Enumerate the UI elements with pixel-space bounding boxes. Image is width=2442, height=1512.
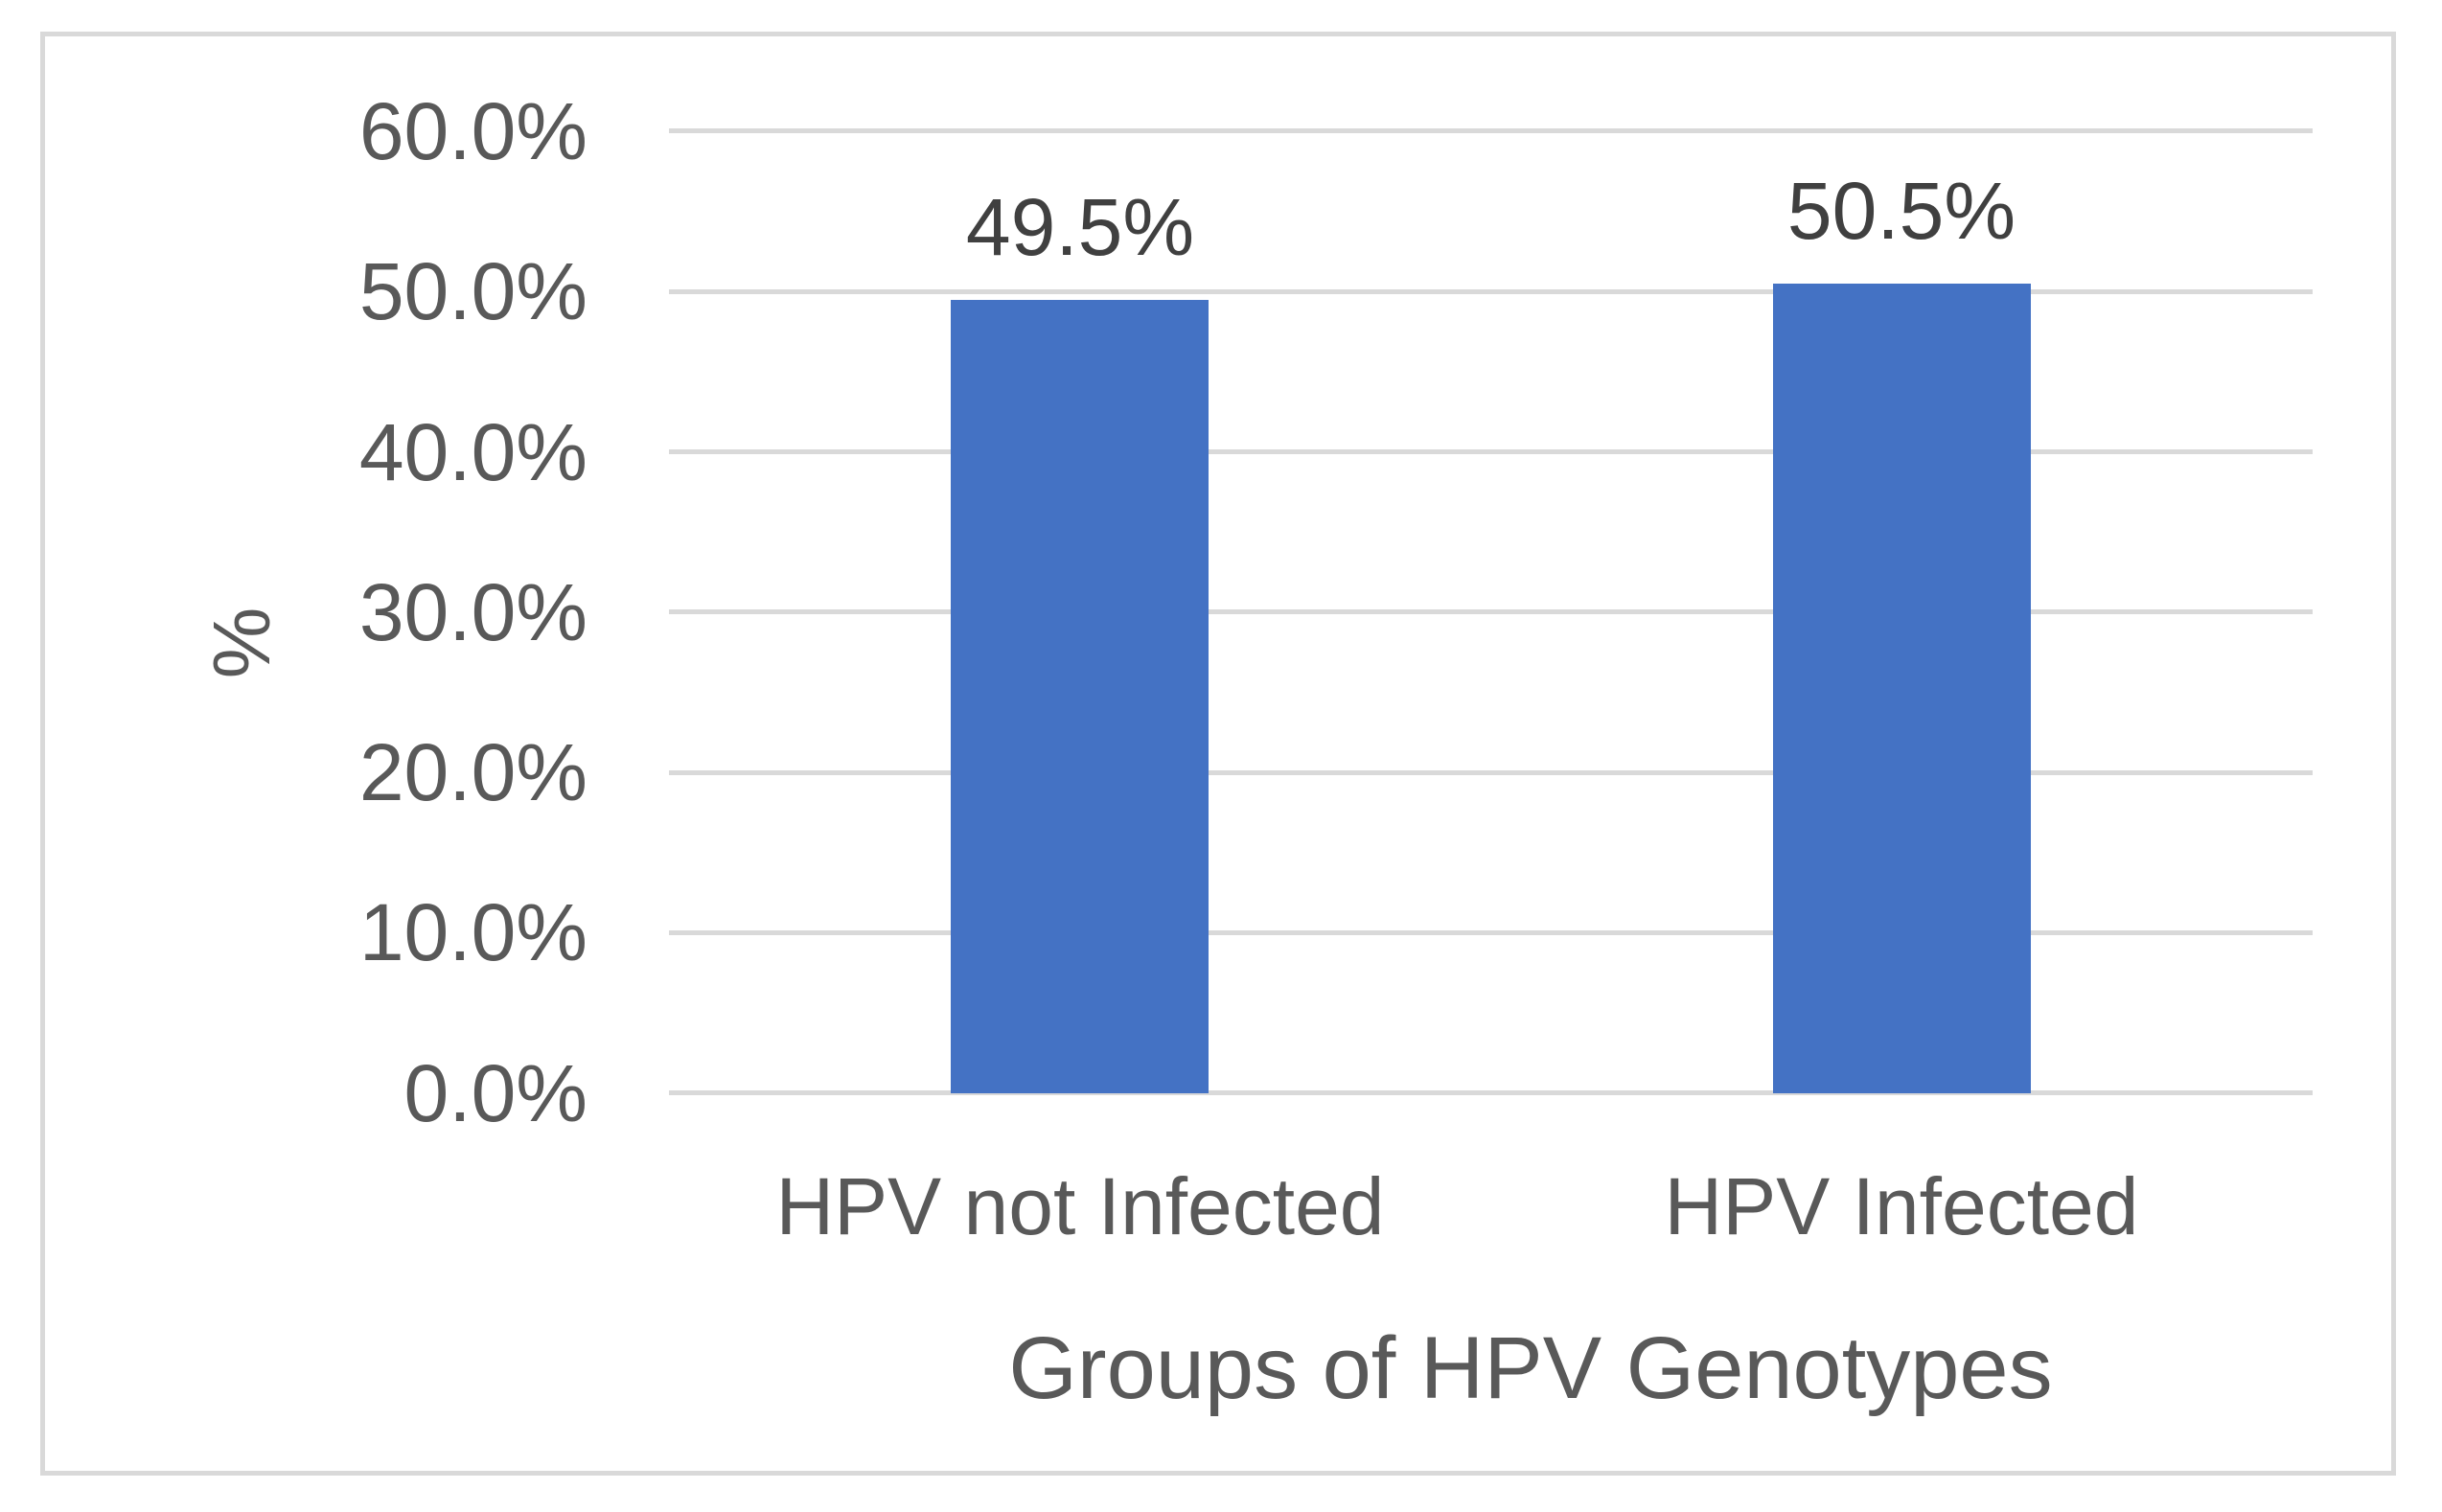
data-label: 50.5% (1786, 166, 2016, 256)
y-tick-label: 20.0% (358, 727, 587, 817)
bar-hpv-infected (1773, 284, 2031, 1093)
data-label: 49.5% (965, 182, 1195, 272)
y-tick-label: 50.0% (358, 246, 587, 336)
bar-hpv-not-infected (951, 300, 1209, 1093)
y-tick-label: 60.0% (358, 86, 587, 176)
x-category-label: HPV not Infected (775, 1161, 1385, 1251)
gridline-10.0% (669, 930, 2313, 935)
gridline-50.0% (669, 289, 2313, 294)
y-tick-label: 10.0% (358, 887, 587, 977)
gridline-30.0% (669, 609, 2313, 614)
y-axis-title: % (196, 607, 287, 679)
x-axis-title: Groups of HPV Genotypes (1008, 1319, 2053, 1417)
y-tick-label: 0.0% (403, 1048, 587, 1138)
chart-frame: 0.0% 10.0% 20.0% 30.0% 40.0% 50.0% 60.0% % HPV… (40, 32, 2396, 1476)
gridline-60.0% (669, 128, 2313, 133)
y-tick-label: 30.0% (358, 567, 587, 657)
x-category-label: HPV Infected (1664, 1161, 2139, 1251)
gridline-0.0% (669, 1090, 2313, 1095)
y-tick-label: 40.0% (358, 407, 587, 497)
gridline-40.0% (669, 449, 2313, 454)
gridline-20.0% (669, 770, 2313, 775)
